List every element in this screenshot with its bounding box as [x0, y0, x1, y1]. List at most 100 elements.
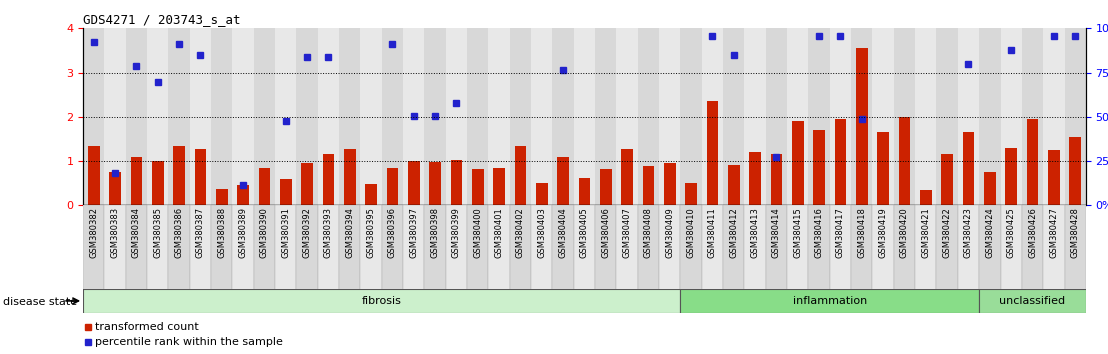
Bar — [297, 28, 318, 205]
Bar — [963, 132, 974, 205]
FancyBboxPatch shape — [745, 205, 766, 290]
FancyBboxPatch shape — [168, 205, 189, 290]
Bar — [216, 188, 227, 205]
Bar — [894, 28, 915, 205]
Text: GSM380421: GSM380421 — [922, 207, 931, 258]
Bar — [173, 145, 185, 205]
FancyBboxPatch shape — [531, 205, 553, 290]
Text: GSM380425: GSM380425 — [1007, 207, 1016, 258]
Bar — [88, 145, 100, 205]
FancyBboxPatch shape — [318, 205, 339, 290]
Bar — [1069, 137, 1081, 205]
Text: GSM380386: GSM380386 — [175, 207, 184, 258]
Bar — [343, 149, 356, 205]
FancyBboxPatch shape — [809, 205, 830, 290]
FancyBboxPatch shape — [189, 205, 212, 290]
FancyBboxPatch shape — [830, 205, 851, 290]
Text: GSM380393: GSM380393 — [324, 207, 332, 258]
FancyBboxPatch shape — [83, 289, 680, 313]
Text: GSM380420: GSM380420 — [900, 207, 909, 258]
Bar — [254, 28, 275, 205]
Bar — [280, 179, 291, 205]
FancyBboxPatch shape — [936, 205, 957, 290]
Bar — [318, 28, 339, 205]
Bar — [787, 28, 809, 205]
Bar — [387, 168, 398, 205]
FancyBboxPatch shape — [212, 205, 233, 290]
Bar — [1043, 28, 1065, 205]
Bar — [728, 166, 740, 205]
Bar — [233, 28, 254, 205]
Bar — [403, 28, 424, 205]
FancyBboxPatch shape — [1022, 205, 1043, 290]
Bar — [595, 28, 616, 205]
Bar — [701, 28, 724, 205]
FancyBboxPatch shape — [126, 205, 147, 290]
Text: GSM380382: GSM380382 — [90, 207, 99, 258]
Text: unclassified: unclassified — [999, 296, 1066, 306]
Text: GSM380403: GSM380403 — [537, 207, 546, 258]
FancyBboxPatch shape — [147, 205, 168, 290]
Bar — [724, 28, 745, 205]
Bar — [493, 168, 505, 205]
Text: GSM380385: GSM380385 — [153, 207, 162, 258]
Text: GSM380400: GSM380400 — [473, 207, 482, 258]
Text: inflammation: inflammation — [792, 296, 866, 306]
Bar — [1065, 28, 1086, 205]
Bar — [424, 28, 445, 205]
FancyBboxPatch shape — [680, 205, 701, 290]
Bar — [680, 28, 701, 205]
FancyBboxPatch shape — [724, 205, 745, 290]
Bar — [809, 28, 830, 205]
FancyBboxPatch shape — [553, 205, 574, 290]
Text: GSM380383: GSM380383 — [111, 207, 120, 258]
Text: GSM380407: GSM380407 — [623, 207, 632, 258]
Text: GSM380401: GSM380401 — [494, 207, 504, 258]
Bar — [745, 28, 766, 205]
Text: transformed count: transformed count — [95, 321, 199, 332]
Text: GSM380410: GSM380410 — [687, 207, 696, 258]
FancyBboxPatch shape — [233, 205, 254, 290]
Text: GSM380422: GSM380422 — [943, 207, 952, 258]
Bar — [643, 166, 655, 205]
Text: GSM380396: GSM380396 — [388, 207, 397, 258]
FancyBboxPatch shape — [1001, 205, 1022, 290]
FancyBboxPatch shape — [339, 205, 360, 290]
Bar — [616, 28, 638, 205]
Bar — [237, 185, 249, 205]
Text: GSM380413: GSM380413 — [750, 207, 760, 258]
Text: GSM380409: GSM380409 — [665, 207, 675, 258]
Text: GSM380395: GSM380395 — [367, 207, 376, 258]
Bar — [301, 163, 312, 205]
Text: GSM380415: GSM380415 — [793, 207, 802, 258]
Text: percentile rank within the sample: percentile rank within the sample — [95, 337, 284, 347]
FancyBboxPatch shape — [659, 205, 680, 290]
FancyBboxPatch shape — [104, 205, 126, 290]
Bar — [771, 154, 782, 205]
Bar — [872, 28, 894, 205]
Text: GSM380399: GSM380399 — [452, 207, 461, 258]
Bar — [707, 101, 718, 205]
Bar — [878, 132, 889, 205]
FancyBboxPatch shape — [915, 205, 936, 290]
Bar — [936, 28, 957, 205]
Bar — [322, 154, 335, 205]
Text: GSM380408: GSM380408 — [644, 207, 653, 258]
Bar — [851, 28, 872, 205]
Text: GSM380388: GSM380388 — [217, 207, 226, 258]
Text: GSM380404: GSM380404 — [558, 207, 567, 258]
Bar — [258, 168, 270, 205]
Bar — [979, 28, 1001, 205]
FancyBboxPatch shape — [424, 205, 445, 290]
Bar — [578, 178, 591, 205]
Bar — [131, 156, 142, 205]
FancyBboxPatch shape — [595, 205, 616, 290]
Bar — [942, 154, 953, 205]
Bar — [957, 28, 979, 205]
Bar — [1001, 28, 1022, 205]
Bar — [638, 28, 659, 205]
Bar — [189, 28, 212, 205]
FancyBboxPatch shape — [701, 205, 724, 290]
Text: GSM380428: GSM380428 — [1070, 207, 1079, 258]
FancyBboxPatch shape — [894, 205, 915, 290]
